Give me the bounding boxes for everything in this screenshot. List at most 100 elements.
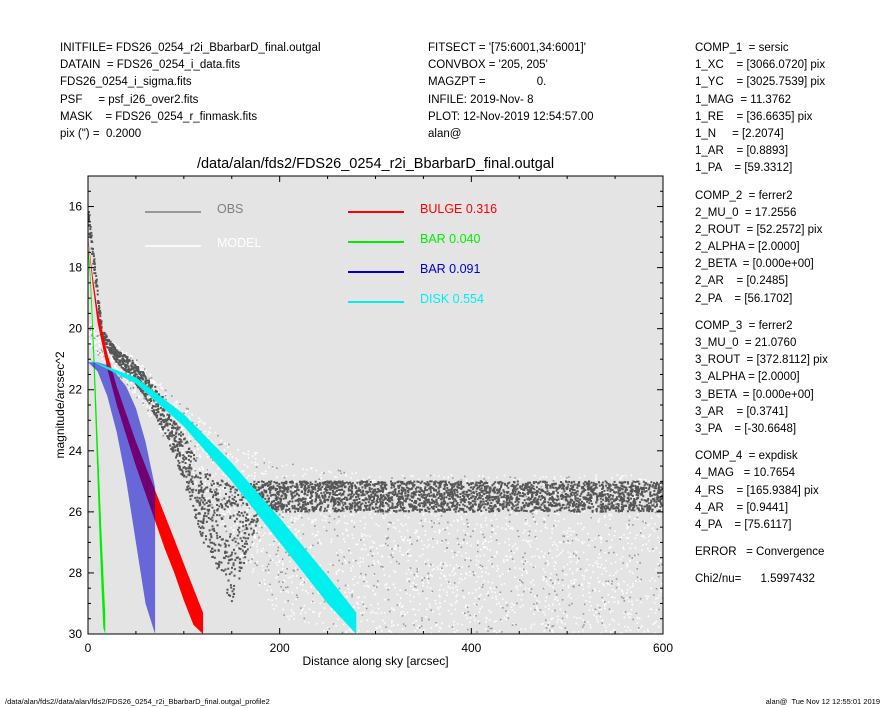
obs-point [241,530,244,532]
obs-point [482,512,485,514]
obs-point [581,574,584,577]
obs-point [560,552,562,554]
obs-point [553,541,555,543]
obs-point [198,467,200,470]
obs-point [323,526,325,528]
obs-point [439,577,441,579]
obs-point [412,588,414,591]
obs-point [468,571,471,573]
obs-point [548,593,551,595]
obs-point [351,630,354,633]
obs-point [531,491,534,494]
obs-point [332,485,335,488]
obs-point [365,535,368,537]
obs-point [516,547,519,549]
obs-point [586,500,589,503]
obs-point [185,475,188,478]
obs-point [345,528,348,531]
obs-point [305,578,308,581]
obs-point [598,612,600,615]
obs-point [602,505,605,508]
obs-point [312,520,314,523]
obs-point [640,578,642,581]
obs-point [208,502,211,505]
obs-point [322,622,324,624]
obs-point [101,354,103,357]
obs-point [477,505,480,508]
obs-point [558,504,561,507]
obs-point [640,498,643,501]
obs-point [384,535,387,537]
obs-point [193,474,195,476]
obs-point [269,543,271,546]
obs-point [341,498,344,501]
obs-point [551,532,553,534]
obs-point [429,489,432,492]
obs-point [569,527,571,530]
obs-point [311,599,314,602]
obs-point [651,506,653,509]
obs-point [567,595,570,598]
obs-point [199,468,201,471]
obs-point [451,604,453,607]
obs-point [636,516,639,519]
obs-point [457,510,460,513]
obs-point [428,603,431,605]
obs-point [193,449,196,452]
obs-point [659,559,661,562]
obs-point [116,368,119,370]
obs-point [587,621,589,623]
obs-point [517,534,520,537]
obs-point [566,616,568,618]
obs-point [421,553,424,556]
obs-point [595,478,597,481]
obs-point [509,497,512,500]
obs-point [89,326,92,329]
obs-point [478,510,480,513]
obs-point [548,498,551,501]
obs-point [436,542,438,545]
obs-point [164,414,166,416]
obs-point [298,494,300,497]
obs-point [103,331,106,334]
obs-point [530,581,532,584]
obs-point [417,503,420,506]
obs-point [282,513,284,516]
obs-point [475,564,478,566]
obs-point [200,429,202,431]
obs-point [456,554,458,556]
obs-point [398,562,400,565]
obs-point [545,627,548,629]
obs-point [413,624,415,626]
obs-point [109,359,111,362]
obs-point [478,566,480,568]
obs-point [545,596,548,599]
obs-point [234,552,237,555]
obs-point [185,449,187,452]
obs-point [539,557,541,559]
obs-point [295,511,298,513]
obs-point [554,568,556,570]
obs-point [92,252,95,255]
obs-point [384,622,386,624]
obs-point [230,571,233,574]
obs-point [399,589,402,591]
obs-point [464,605,467,608]
obs-point [573,510,576,513]
obs-point [342,533,344,535]
obs-point [384,542,387,545]
obs-point [89,323,92,326]
obs-point [148,406,151,409]
obs-point [429,480,432,483]
obs-point [491,627,493,630]
obs-point [513,552,515,554]
obs-point [422,590,424,592]
obs-point [618,587,620,590]
obs-point [258,584,260,586]
obs-point [636,490,639,493]
obs-point [458,486,461,489]
obs-point [339,470,342,472]
obs-point [636,492,639,494]
obs-point [431,546,434,548]
obs-point [488,483,491,485]
